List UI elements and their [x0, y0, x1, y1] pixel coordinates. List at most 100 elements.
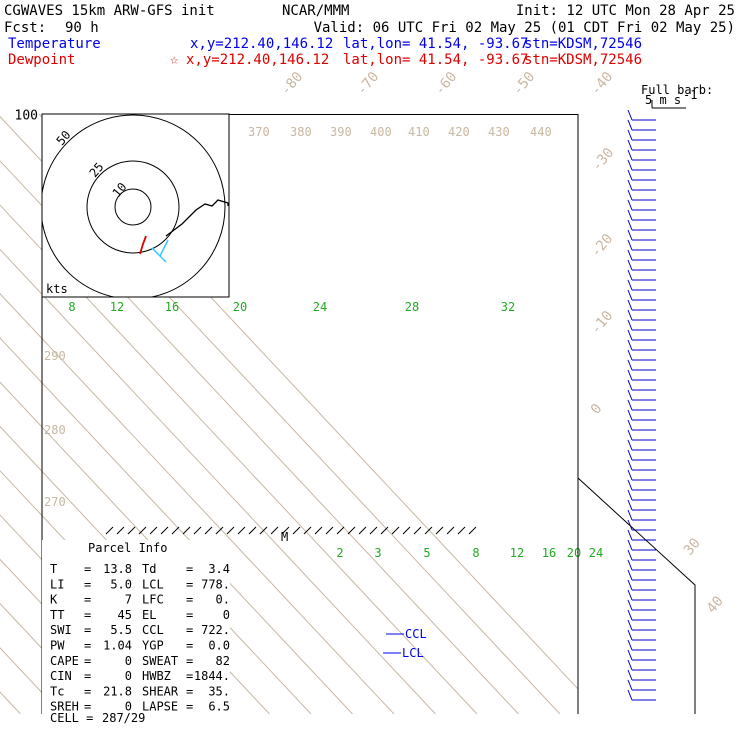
isotherm--90: [0, 691, 21, 714]
valid-time: Valid: 06 UTC Fri 02 May 25 (01 CDT Fri …: [314, 20, 735, 36]
theta-label-400: 400: [370, 125, 392, 139]
wind-barb-flag: [627, 169, 633, 181]
wind-barb-flag: [627, 329, 633, 341]
wind-barb-flag: [627, 199, 633, 211]
hodograph-ring-25: [86, 160, 180, 254]
right-boundary: [577, 114, 696, 714]
wind-barb-flag: [627, 619, 633, 631]
parcel-label-tt: TT: [50, 608, 64, 622]
wind-barb-flag: [627, 279, 633, 291]
wind-barb-flag: [627, 179, 633, 191]
equals-sign: =: [186, 623, 193, 637]
barb-legend-title: Full barb:: [641, 83, 713, 97]
isotherm-label--70: -70: [354, 69, 383, 99]
hodograph-ring-50: [42, 114, 226, 297]
wind-barb-flag: [627, 109, 633, 121]
parcel-label-shear: SHEAR: [142, 684, 179, 698]
theta-label-410: 410: [408, 125, 430, 139]
parcel-label-hwbz: HWBZ: [142, 669, 171, 683]
svg-text:LCL: LCL: [402, 646, 424, 660]
hodograph-trace-red: [139, 235, 147, 255]
mixing-ratio-label-24: 24: [313, 300, 327, 314]
wind-barb-flag: [627, 159, 633, 171]
theta-label-430: 430: [488, 125, 510, 139]
pressure-axis: 1002003004005006007008009001000: [15, 109, 38, 124]
parcel-label-sweat: SWEAT: [142, 654, 178, 668]
parcel-cell-label: CELL =: [50, 711, 93, 725]
hatch-mark: [325, 526, 334, 535]
equals-sign: =: [186, 639, 193, 653]
hatch-mark: [259, 526, 268, 535]
forecast-hours: 90 h: [65, 20, 99, 36]
hatch-mark: [116, 526, 125, 535]
parcel-label-pw: PW: [50, 639, 65, 653]
hatch-mark: [435, 526, 444, 535]
wind-barb-flag: [627, 649, 633, 661]
model-title: CGWAVES 15km ARW-GFS init: [4, 3, 215, 19]
hatch-mark: [248, 526, 257, 535]
equals-sign: =: [186, 577, 193, 591]
parcel-value-swi: 5.5: [110, 623, 132, 637]
isotherm-10: [0, 248, 436, 714]
isotherm-label-40: 40: [704, 593, 727, 616]
wind-barb-flag: [627, 229, 633, 241]
wind-barb-flag: [627, 379, 633, 391]
wind-barb-flag: [627, 489, 633, 501]
equals-sign: =: [84, 654, 91, 668]
wind-barb-flag: [627, 299, 633, 311]
equals-sign: =: [186, 562, 193, 576]
wind-barb-flag: [627, 129, 633, 141]
equals-sign: =: [186, 654, 193, 668]
isotherm-label--30: -30: [589, 145, 618, 175]
mixing-ratio-lower-label-12: 12: [510, 546, 524, 560]
wind-barb-flag: [627, 249, 633, 261]
parcel-value-cape: 0: [125, 654, 132, 668]
isotherm--10: [0, 337, 353, 714]
wind-barb-flag: [627, 399, 633, 411]
wind-barb-flag: [627, 369, 633, 381]
hatch-mark: [314, 526, 323, 535]
wind-barb-flag: [627, 599, 633, 611]
hatch-mark: [193, 526, 202, 535]
equals-sign: =: [84, 669, 91, 683]
parcel-value-cin: 0: [125, 669, 132, 683]
mixing-ratio-label-8: 8: [68, 300, 75, 314]
wind-barb-flag: [627, 579, 633, 591]
theta-label-440: 440: [530, 125, 552, 139]
wind-barb-flag: [627, 609, 633, 621]
legend-temperature-latlon: lat,lon= 41.54, -93.67: [343, 36, 528, 52]
equals-sign: =: [84, 639, 91, 653]
hodograph: 50 25 10 kts: [41, 113, 230, 298]
wind-barb-flag: [627, 639, 633, 651]
parcel-value-tt: 45: [118, 608, 132, 622]
mixing-ratio-lower-label-2: 2: [336, 546, 343, 560]
isotherm-label-30: 30: [681, 535, 704, 558]
theta-label-420: 420: [448, 125, 470, 139]
lcl-annotation: LCL: [383, 646, 424, 660]
parcel-value-k: 7: [125, 593, 132, 607]
mixing-ratio-lower-label-5: 5: [423, 546, 430, 560]
parcel-value-t: 13.8: [103, 562, 132, 576]
wind-barb-flag: [627, 269, 633, 281]
parcel-label-li: LI: [50, 577, 64, 591]
parcel-label-tc: Tc: [50, 684, 64, 698]
isotherm-label-0: 0: [588, 401, 606, 418]
wind-barb-flag: [627, 219, 633, 231]
wind-barbs: [627, 109, 656, 701]
forecast-label: Fcst:: [4, 20, 46, 36]
wind-barb-flag: [627, 259, 633, 271]
wind-barb-flag: [627, 499, 633, 511]
legend-dewpoint-stn: stn=KDSM,72546: [524, 52, 642, 68]
parcel-label-t: T: [50, 562, 57, 576]
hatch-mark: [369, 526, 378, 535]
wind-barb-flag: [627, 479, 633, 491]
parcel-value-lfc: 0.: [216, 593, 230, 607]
wind-barb-flag: [627, 189, 633, 201]
parcel-value-shear: 35.: [208, 684, 230, 698]
isotherm-label--10: -10: [588, 308, 617, 338]
barb-legend-superscript: -1: [683, 88, 697, 102]
hatch-mark: [237, 526, 246, 535]
wind-barb-flag: [627, 589, 633, 601]
equals-sign: =: [84, 593, 91, 607]
parcel-label-cape: CAPE: [50, 654, 79, 668]
